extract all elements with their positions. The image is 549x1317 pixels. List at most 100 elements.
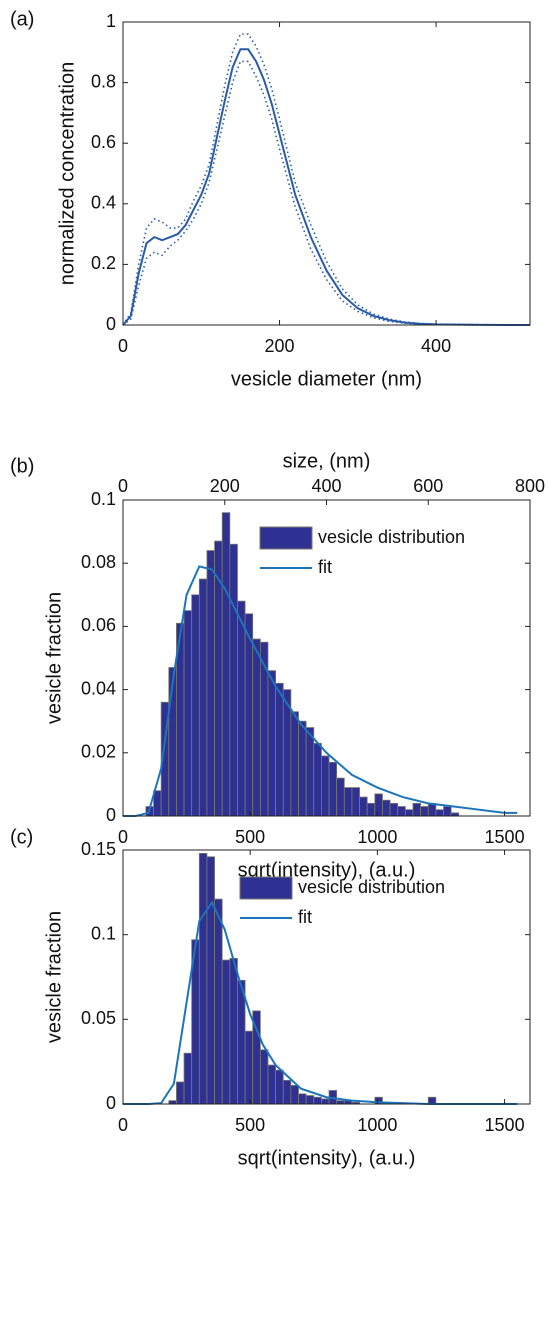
x-tick-label: 400 xyxy=(421,336,451,356)
bar xyxy=(229,543,238,817)
bar xyxy=(275,682,284,817)
legend-label: vesicle distribution xyxy=(318,527,465,547)
y-tick-label: 0.8 xyxy=(91,71,116,91)
y-tick-label: 0.08 xyxy=(81,552,116,572)
x-tick-label: 500 xyxy=(235,827,265,847)
y-axis-label: normalized concentration xyxy=(56,62,78,285)
bar xyxy=(252,638,261,817)
x-axis-label: vesicle diameter (nm) xyxy=(231,368,422,390)
bar xyxy=(214,898,223,1105)
bar xyxy=(336,1100,345,1105)
line xyxy=(123,900,518,1105)
bar xyxy=(443,806,452,817)
bar xyxy=(275,1069,284,1105)
bar xyxy=(244,1030,254,1105)
bar xyxy=(328,761,338,817)
bar xyxy=(313,1096,322,1105)
x-tick-label: 1500 xyxy=(485,827,525,847)
bar xyxy=(336,777,345,817)
bar xyxy=(221,959,231,1105)
x2-tick-label: 600 xyxy=(413,476,443,496)
x-tick-label: 0 xyxy=(118,827,128,847)
bar xyxy=(389,802,399,817)
bar xyxy=(282,1079,292,1105)
y-tick-label: 1 xyxy=(106,11,116,31)
legend-label: fit xyxy=(318,557,332,577)
bar xyxy=(168,1100,177,1105)
y-tick-label: 0.6 xyxy=(91,132,116,152)
bar xyxy=(298,1093,307,1105)
y-tick-label: 0 xyxy=(106,1093,116,1113)
bar xyxy=(267,670,277,817)
bar xyxy=(313,742,322,817)
bar xyxy=(397,806,406,817)
legend-label: fit xyxy=(298,907,312,927)
axes-box xyxy=(122,849,531,1105)
bar xyxy=(359,796,368,817)
x-tick-label: 1000 xyxy=(357,1115,397,1135)
y-tick-label: 0.2 xyxy=(91,253,116,273)
x-tick-label: 500 xyxy=(235,1115,265,1135)
y-axis-label: vesicle fraction xyxy=(43,592,65,724)
bar xyxy=(321,1098,330,1105)
bar xyxy=(366,802,376,817)
x-tick-label: 1000 xyxy=(357,827,397,847)
x-tick-label: 200 xyxy=(265,336,295,356)
x2-tick-label: 0 xyxy=(118,476,128,496)
legend-patch xyxy=(239,876,293,900)
line xyxy=(122,60,530,326)
bar xyxy=(183,610,193,817)
bar xyxy=(198,852,208,1105)
bar xyxy=(305,727,315,817)
bar xyxy=(435,809,444,817)
x-tick-label: 1500 xyxy=(485,1115,525,1135)
bar xyxy=(267,1064,277,1105)
bar xyxy=(321,755,330,817)
bar xyxy=(183,1052,193,1105)
bar xyxy=(176,1081,185,1105)
y-tick-label: 0.15 xyxy=(81,839,116,859)
bar xyxy=(420,806,429,817)
x-tick-label: 0 xyxy=(118,336,128,356)
x-axis-label: sqrt(intensity), (a.u.) xyxy=(238,1147,416,1169)
bar xyxy=(382,799,391,817)
x-axis-label: sqrt(intensity), (a.u.) xyxy=(238,859,416,881)
bar xyxy=(374,793,383,817)
bar xyxy=(191,594,200,817)
bar xyxy=(229,957,238,1105)
panel-label: (b) xyxy=(10,455,34,477)
legend-label: vesicle distribution xyxy=(298,877,445,897)
bar xyxy=(221,512,231,817)
legend-patch xyxy=(259,526,313,550)
bar xyxy=(351,787,360,817)
x2-tick-label: 400 xyxy=(311,476,341,496)
panel-label: (a) xyxy=(10,8,34,30)
bar xyxy=(343,787,353,817)
y-tick-label: 0 xyxy=(106,805,116,825)
y-tick-label: 0.1 xyxy=(91,923,116,943)
y-tick-label: 0.05 xyxy=(81,1008,116,1028)
bar xyxy=(290,1084,299,1105)
bar xyxy=(259,1049,269,1105)
x2-axis-label: size, (nm) xyxy=(283,450,371,472)
x2-tick-label: 200 xyxy=(210,476,240,496)
y-axis-label: vesicle fraction xyxy=(43,911,65,1043)
bar xyxy=(290,711,299,817)
bar xyxy=(237,979,246,1105)
bar xyxy=(404,809,414,817)
bar xyxy=(198,578,208,817)
bar xyxy=(237,600,246,817)
line xyxy=(123,565,518,817)
axes-box xyxy=(122,21,531,326)
x-tick-label: 0 xyxy=(118,1115,128,1135)
bar xyxy=(412,802,422,817)
y-tick-label: 0.04 xyxy=(81,678,116,698)
bar xyxy=(427,1096,437,1105)
x2-tick-label: 800 xyxy=(515,476,545,496)
y-tick-label: 0 xyxy=(106,314,116,334)
y-tick-label: 0.1 xyxy=(91,489,116,509)
bar xyxy=(427,802,437,817)
y-tick-label: 0.4 xyxy=(91,193,116,213)
bar xyxy=(305,1095,315,1105)
line xyxy=(122,48,530,326)
